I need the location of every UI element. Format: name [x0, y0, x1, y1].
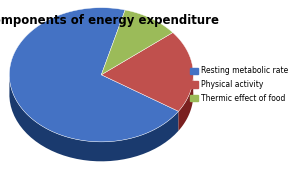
Polygon shape — [179, 72, 193, 131]
Text: Components of energy expenditure: Components of energy expenditure — [0, 14, 219, 27]
Legend: Resting metabolic rate, Physical activity, Thermic effect of food: Resting metabolic rate, Physical activit… — [189, 65, 290, 104]
Polygon shape — [101, 10, 173, 75]
Polygon shape — [9, 8, 179, 142]
Polygon shape — [101, 33, 193, 111]
Polygon shape — [9, 72, 179, 161]
